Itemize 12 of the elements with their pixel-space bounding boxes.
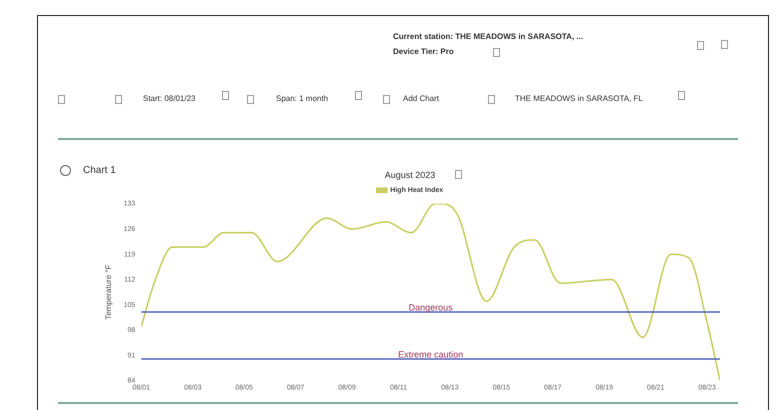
caption: Chart 1 xyxy=(83,165,116,176)
ref-line-label: Extreme caution xyxy=(398,349,464,360)
line-series xyxy=(141,204,720,381)
chart-title: August 2023 xyxy=(384,170,436,180)
text: Add Chart xyxy=(403,94,440,103)
text: Current station: THE MEADOWS in SARASOTA, ... xyxy=(393,32,584,41)
text: Span: 1 month xyxy=(276,94,328,103)
text: Device Tier: Pro xyxy=(393,47,454,56)
y-axis-title: Temperature °F xyxy=(104,264,114,320)
text: THE MEADOWS in SARASOTA, FL xyxy=(515,94,643,103)
text: Start: 08/01/23 xyxy=(143,94,196,103)
ref-line-label: Dangerous xyxy=(408,302,454,313)
